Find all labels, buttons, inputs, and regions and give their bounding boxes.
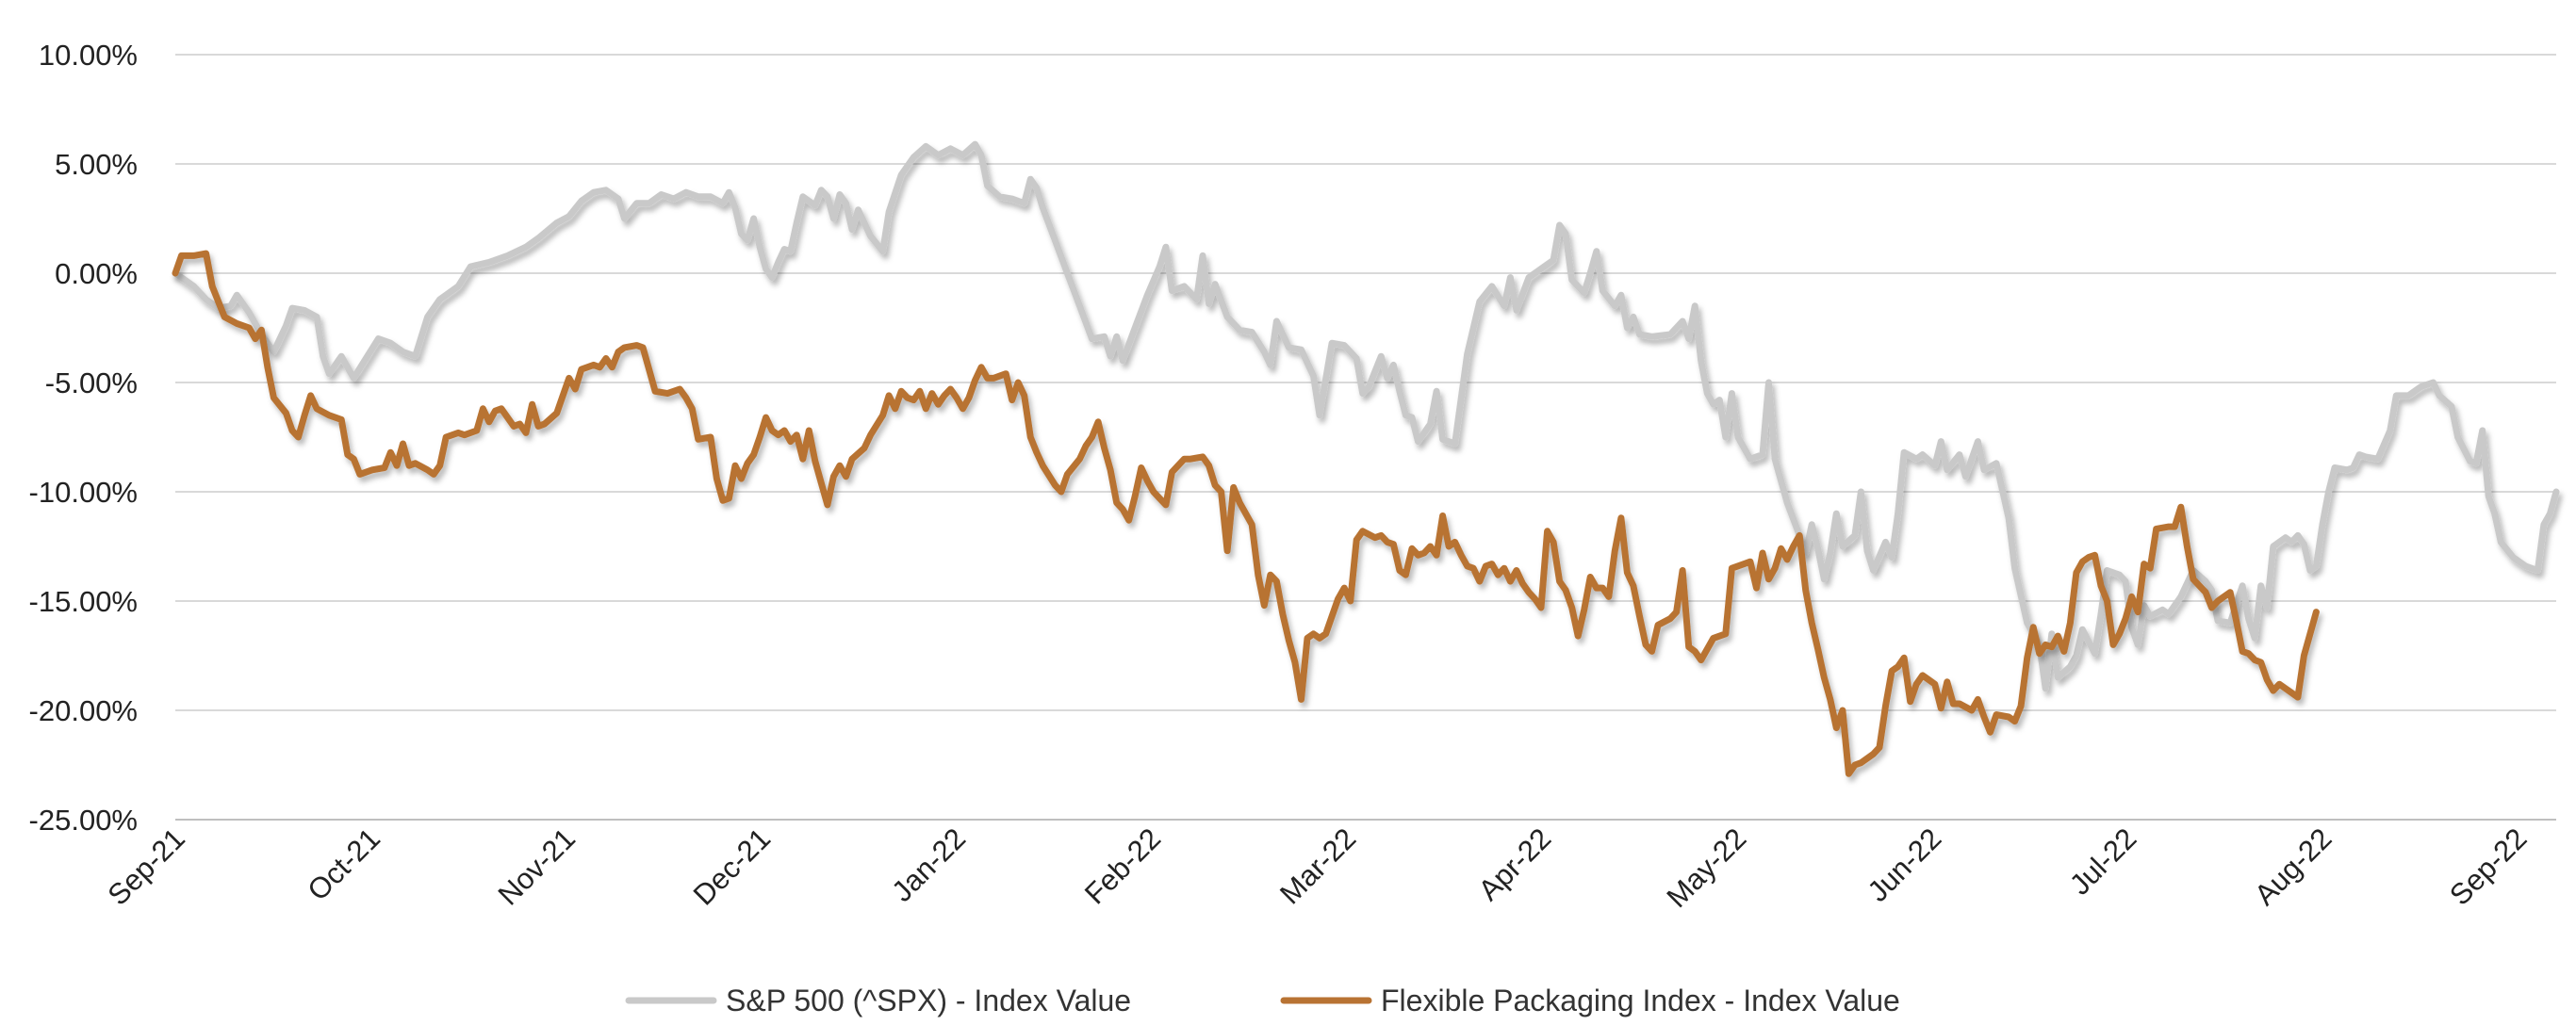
gridlines [175,54,2556,821]
y-tick-label: -25.00% [29,804,138,837]
y-tick-label: -15.00% [29,585,138,618]
series-line-flexible-packaging [172,250,2320,777]
series-line-sp500 [172,140,2560,692]
legend-label-sp500: S&P 500 (^SPX) - Index Value [726,984,1131,1017]
x-tick-label: May-22 [1660,822,1752,914]
x-tick-label: Jul-22 [2063,822,2142,901]
x-tick-label: Mar-22 [1273,822,1362,910]
y-tick-label: 0.00% [55,257,138,290]
y-tick-label: 5.00% [55,148,138,181]
x-tick-label: Feb-22 [1078,822,1167,910]
x-axis-ticks: Sep-21 Oct-21 Nov-21 Dec-21 Jan-22 Feb-22 Mar-… [102,822,2534,914]
x-tick-label: Apr-22 [1472,822,1558,907]
y-tick-label: -5.00% [45,366,138,399]
y-axis-ticks: 10.00% 5.00% 0.00% -5.00% -10.00% -15.00% -20.… [29,39,138,837]
x-tick-label: Sep-22 [2443,822,2533,911]
series-lines [172,140,2560,777]
y-tick-label: -20.00% [29,694,138,727]
legend-item-flex: Flexible Packaging Index - Index Value [1280,984,1900,1017]
x-tick-label: Aug-22 [2248,822,2338,911]
legend-item-sp500: S&P 500 (^SPX) - Index Value [625,984,1131,1017]
x-tick-label: Oct-21 [301,822,386,907]
y-tick-label: -10.00% [29,476,138,509]
x-tick-label: Nov-21 [492,822,582,911]
x-tick-label: Jun-22 [1862,822,1948,908]
legend: S&P 500 (^SPX) - Index Value Flexible Pa… [625,984,1900,1017]
legend-label-flex: Flexible Packaging Index - Index Value [1381,984,1900,1017]
y-tick-label: 10.00% [39,39,138,72]
x-tick-label: Dec-21 [687,822,777,911]
x-tick-label: Jan-22 [885,822,972,908]
